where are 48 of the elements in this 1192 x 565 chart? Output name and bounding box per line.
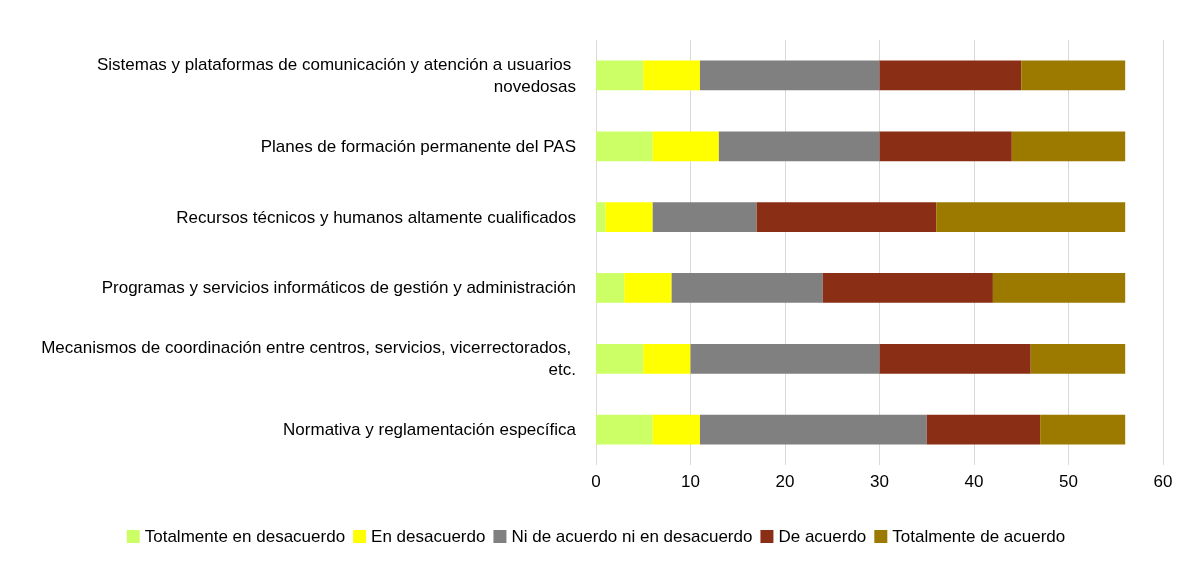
bar (992, 273, 1126, 303)
bar (652, 414, 700, 445)
bar (596, 273, 625, 303)
y-tick-label: Planes de formación permanente del PAS (260, 136, 576, 156)
x-tick-label: 20 (775, 472, 795, 491)
bar (690, 343, 880, 374)
legend-label: Totalmente en desacuerdo (144, 527, 346, 546)
bar (1021, 60, 1126, 91)
bar (879, 60, 1022, 91)
y-tick-label: Normativa y reglamentación específica (283, 420, 577, 440)
bar (718, 131, 880, 162)
bar (926, 414, 1041, 445)
bar (596, 131, 653, 162)
x-tick-label: 10 (681, 472, 700, 491)
bar (643, 343, 691, 374)
bar (671, 273, 823, 303)
y-tick-label: Programas y servicios informáticos de gestión y administración (101, 278, 576, 298)
bar (1040, 414, 1126, 445)
bar (699, 414, 927, 445)
y-tick-label: Mecanismos de coordinación entre centros, servicios, vicerrectorados, etc. (41, 338, 576, 380)
bar (822, 273, 993, 303)
y-tick-label: Sistemas y plataformas de comunicación y atención a usuarios novedosas (96, 54, 576, 96)
legend-label: De acuerdo (778, 527, 867, 546)
bar (596, 60, 644, 91)
legend-label: En desacuerdo (371, 527, 486, 546)
bar (1030, 343, 1126, 374)
bar (624, 273, 672, 303)
bar (652, 202, 757, 232)
bar (596, 343, 644, 374)
bar (643, 60, 700, 91)
bar (1011, 131, 1126, 162)
bar (756, 202, 937, 232)
bar (652, 131, 719, 162)
legend-label: Ni de acuerdo ni en desacuerdo (511, 527, 753, 546)
bar (605, 202, 653, 232)
x-tick-label: 50 (1059, 472, 1078, 491)
x-tick-label: 0 (591, 472, 601, 491)
y-tick-label: Recursos técnicos y humanos altamente cualificados (176, 207, 576, 227)
legend-label: Totalmente de acuerdo (892, 527, 1066, 546)
bar (936, 202, 1126, 232)
bar (596, 414, 653, 445)
bar (879, 131, 1012, 162)
x-tick-label: 60 (1153, 472, 1173, 491)
bar (879, 343, 1031, 374)
x-tick-label: 30 (870, 472, 889, 491)
x-tick-label: 40 (964, 472, 984, 491)
bar (596, 202, 606, 232)
bar (699, 60, 880, 91)
